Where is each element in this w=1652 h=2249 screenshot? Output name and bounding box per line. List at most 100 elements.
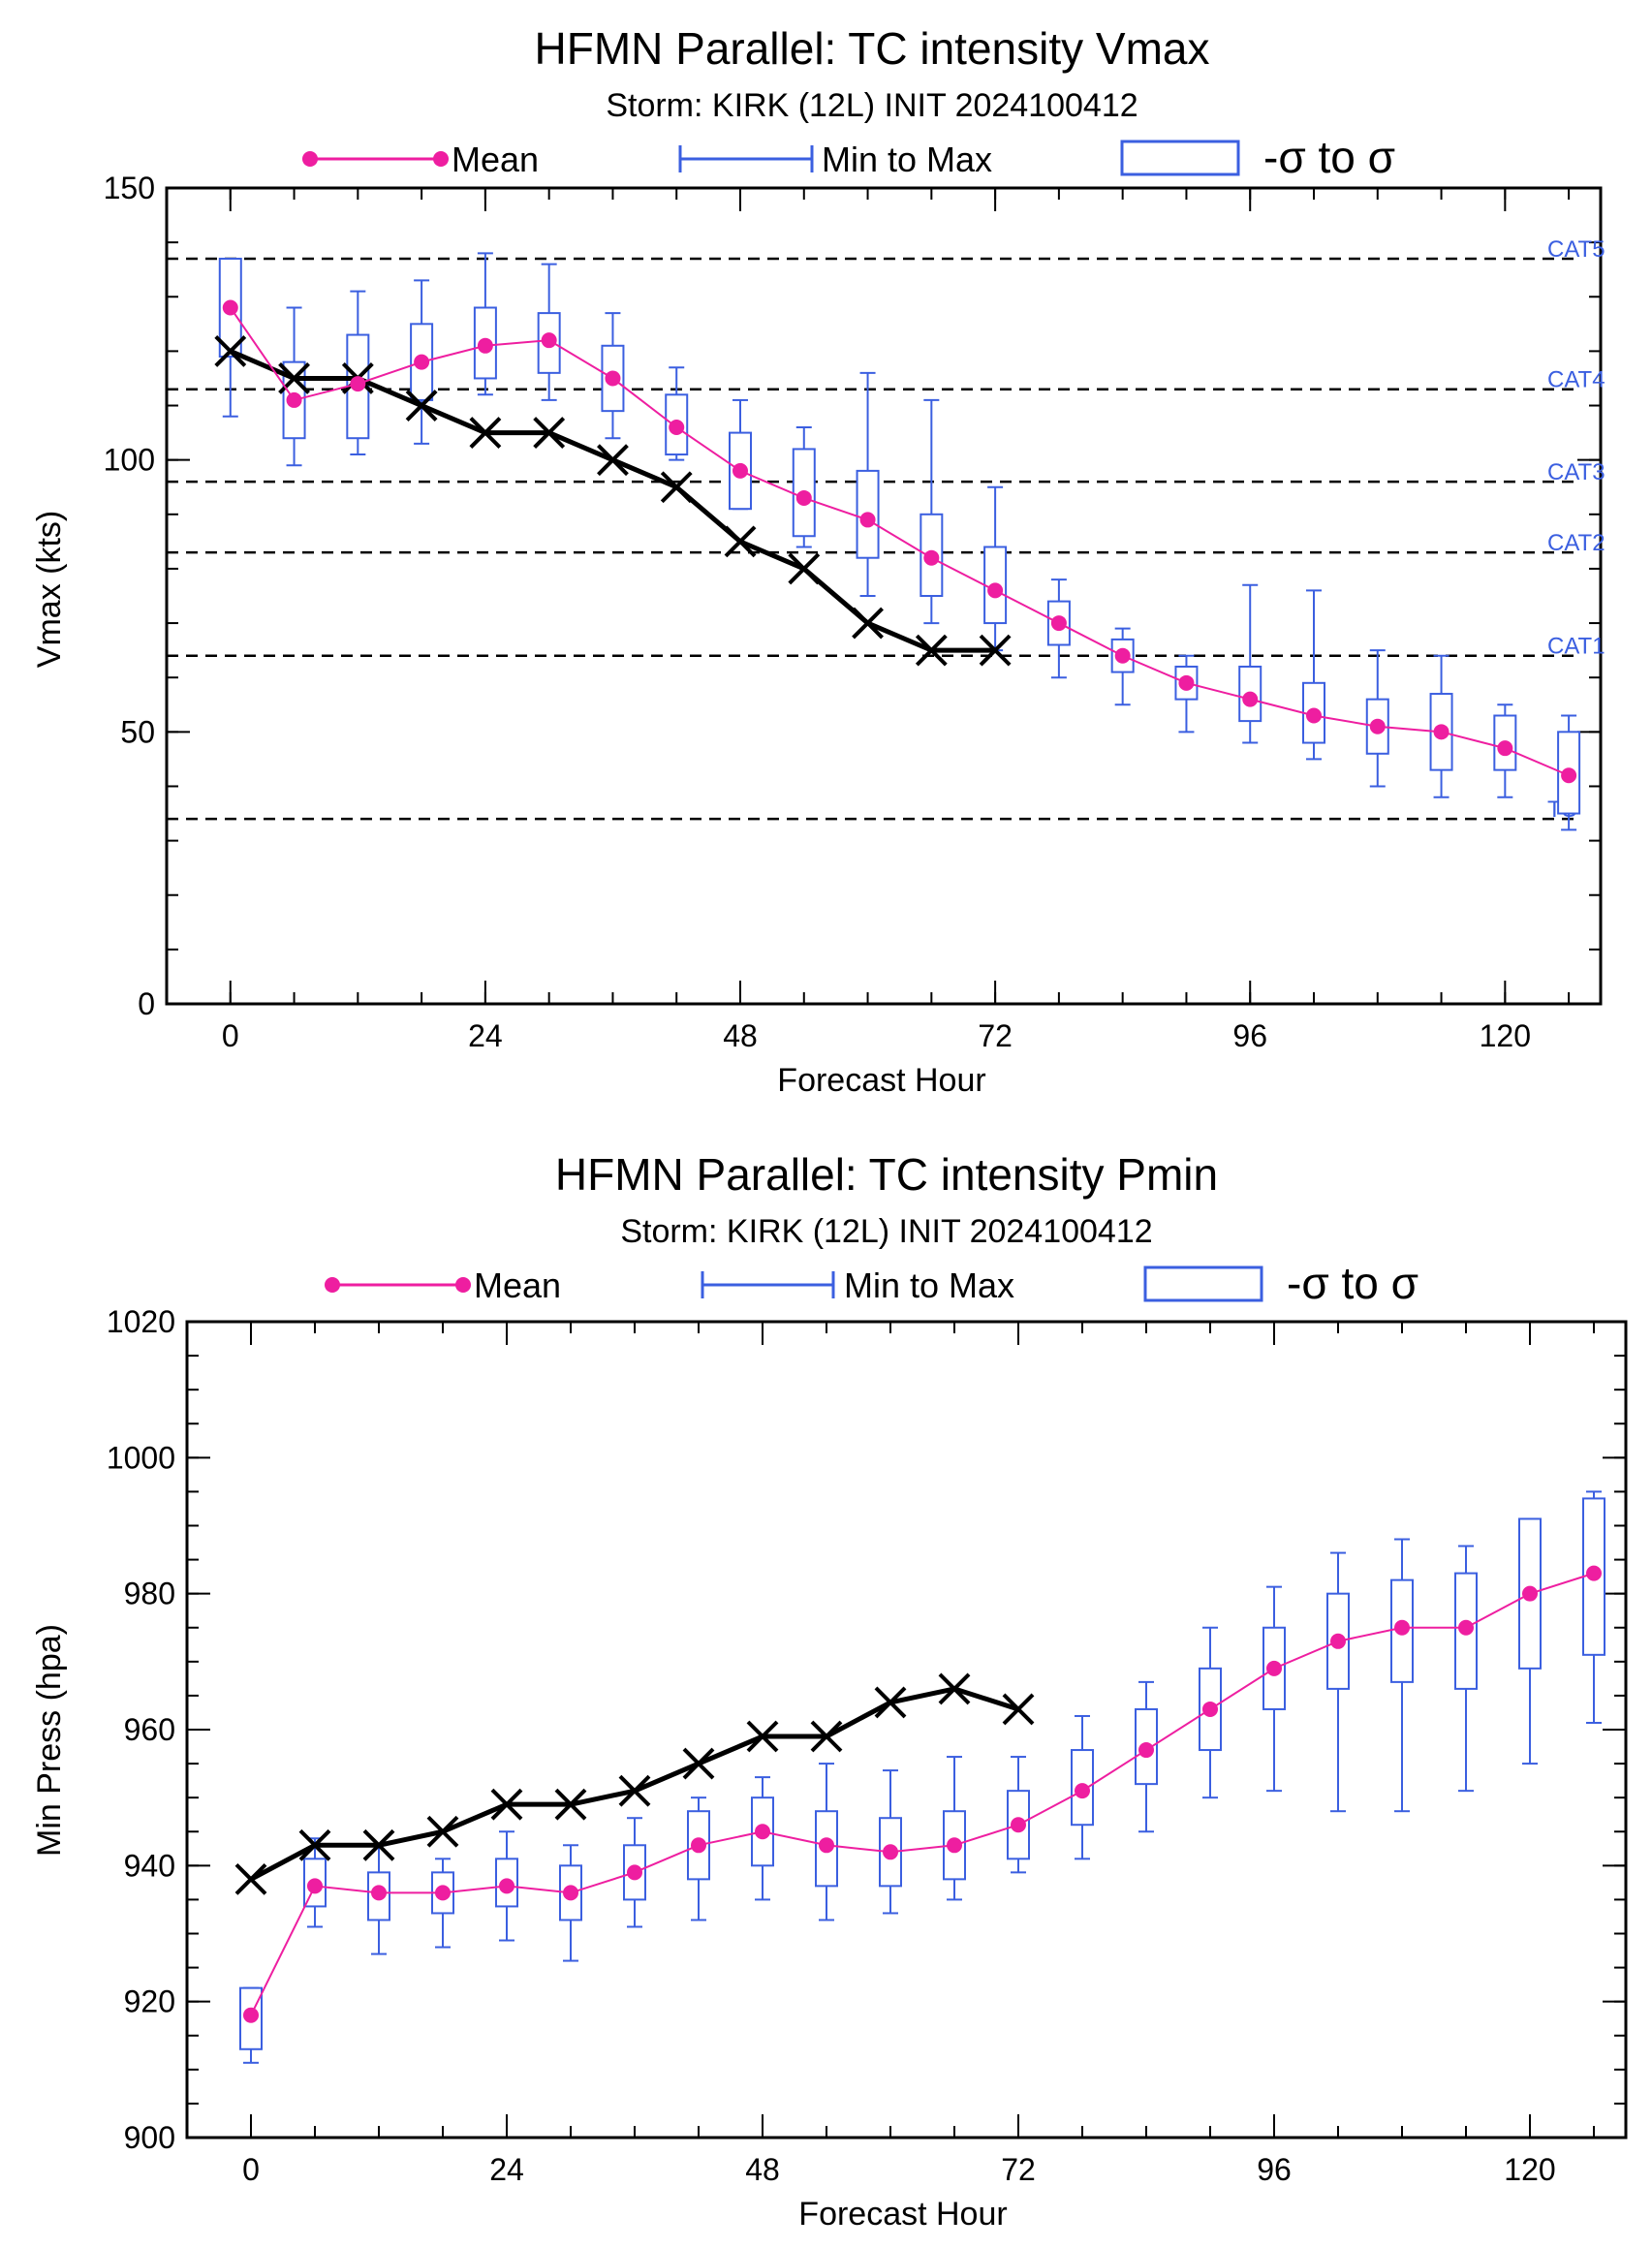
mean-point (1497, 740, 1513, 757)
best-track-marker (362, 1828, 395, 1861)
legend-sigma-box (1143, 1265, 1263, 1302)
mean-point (923, 549, 940, 566)
mean-point (1114, 647, 1131, 664)
legend: Mean Min to Max -σ to σ (325, 1258, 1418, 1308)
best-track-marker (533, 417, 566, 450)
best-track-marker (1002, 1693, 1035, 1726)
mean-point (795, 489, 812, 506)
mean-point (883, 1844, 898, 1860)
x-tick-label: 72 (978, 1018, 1013, 1053)
best-track-marker (979, 634, 1012, 667)
legend-mean-marker-left (325, 1277, 340, 1293)
y-tick-label: 0 (138, 986, 155, 1021)
mean-point (222, 299, 238, 316)
x-tick-label: 0 (222, 1018, 239, 1053)
mean-point (1178, 674, 1195, 691)
legend: Mean Min to Max -σ to σ (302, 132, 1395, 182)
chart-title: HFMN Parallel: TC intensity Vmax (535, 23, 1210, 74)
mean-point (987, 582, 1004, 599)
best-track-marker (682, 1747, 715, 1780)
mean-point (1306, 707, 1322, 724)
best-track-marker (810, 1720, 843, 1753)
legend-mean-label: Mean (474, 1265, 561, 1305)
chart-subtitle: Storm: KIRK (12L) INIT 2024100412 (606, 87, 1138, 124)
best-track-marker (469, 417, 502, 450)
threshold-label-cat5: CAT5 (1547, 236, 1605, 263)
legend-mean-marker-left (302, 151, 318, 167)
plot-area: 0 50 100 150 0 24 48 72 96 120 CAT5 CAT4 CAT3 CAT2 CAT… (104, 171, 1605, 1053)
y-tick-label: 960 (124, 1712, 175, 1747)
best-track-marker (405, 390, 438, 422)
mean-point (1522, 1585, 1538, 1602)
x-axis-label: Forecast Hour (777, 1062, 985, 1099)
plot-frame (165, 186, 1603, 1006)
x-tick-label: 48 (745, 2152, 780, 2187)
x-tick-label: 120 (1504, 2152, 1555, 2187)
best-track-marker (426, 1815, 459, 1848)
mean-point (1394, 1619, 1410, 1636)
y-tick-label: 50 (120, 714, 155, 749)
mean-point (541, 332, 557, 349)
mean-point (477, 337, 493, 354)
mean-point (350, 376, 366, 392)
best-track-marker (597, 444, 629, 477)
threshold-label-cat3: CAT3 (1547, 459, 1605, 485)
vmax-chart: HFMN Parallel: TC intensity Vmax Storm: … (31, 23, 1605, 1099)
mean-point (307, 1878, 323, 1894)
mean-point (1138, 1742, 1154, 1759)
y-tick-label: 920 (124, 1984, 175, 2019)
x-tick-label: 96 (1232, 1018, 1267, 1053)
best-track-marker (554, 1788, 587, 1821)
mean-point (1586, 1565, 1602, 1581)
y-tick-label: 1000 (107, 1440, 175, 1475)
threshold-label-cat4: CAT4 (1547, 367, 1605, 393)
x-tick-label: 24 (489, 2152, 524, 2187)
y-tick-label: 150 (104, 171, 155, 205)
legend-mean-label: Mean (452, 140, 539, 179)
x-tick-label: 120 (1480, 1018, 1531, 1053)
mean-point (1458, 1619, 1474, 1636)
mean-point (1330, 1633, 1346, 1649)
best-track-marker (938, 1672, 971, 1705)
y-tick-label: 940 (124, 1848, 175, 1883)
x-axis-label: Forecast Hour (798, 2196, 1007, 2233)
mean-line (250, 1572, 1595, 2016)
mean-point (819, 1837, 834, 1854)
mean-point (1561, 767, 1577, 784)
x-tick-label: 48 (723, 1018, 758, 1053)
mean-point (732, 462, 748, 479)
mean-point (1266, 1660, 1282, 1676)
mean-point (1369, 718, 1386, 734)
mean-point (243, 2007, 259, 2023)
legend-sigma-label: -σ to σ (1287, 1258, 1418, 1308)
best-track-marker (915, 634, 948, 667)
mean-point (669, 419, 685, 435)
best-track-marker (788, 552, 821, 585)
best-track-marker (298, 1828, 331, 1861)
legend-sigma-box (1120, 140, 1240, 176)
best-track-marker (874, 1686, 907, 1719)
y-axis-label: Min Press (hpa) (31, 1624, 68, 1857)
legend-minmax-label: Min to Max (844, 1265, 1014, 1305)
mean-point (371, 1885, 387, 1901)
best-track-marker (278, 362, 310, 394)
y-tick-label: 100 (104, 443, 155, 478)
y-tick-label: 900 (124, 2120, 175, 2155)
mean-point (859, 512, 876, 528)
mean-point (1075, 1783, 1090, 1799)
x-tick-label: 0 (242, 2152, 260, 2187)
mean-point (947, 1837, 962, 1854)
plot-frame (185, 1320, 1628, 2140)
mean-point (1011, 1817, 1026, 1833)
mean-point (1433, 724, 1449, 740)
mean-point (1202, 1701, 1218, 1717)
threshold-label-cat2: CAT2 (1547, 530, 1605, 556)
threshold-label-cat1: CAT1 (1547, 634, 1605, 660)
best-track-marker (214, 334, 247, 367)
chart-title: HFMN Parallel: TC intensity Pmin (555, 1149, 1218, 1200)
y-axis-label: Vmax (kts) (31, 511, 68, 668)
mean-point (1242, 691, 1259, 707)
pmin-chart: HFMN Parallel: TC intensity Pmin Storm: … (31, 1149, 1628, 2233)
mean-point (286, 391, 302, 408)
